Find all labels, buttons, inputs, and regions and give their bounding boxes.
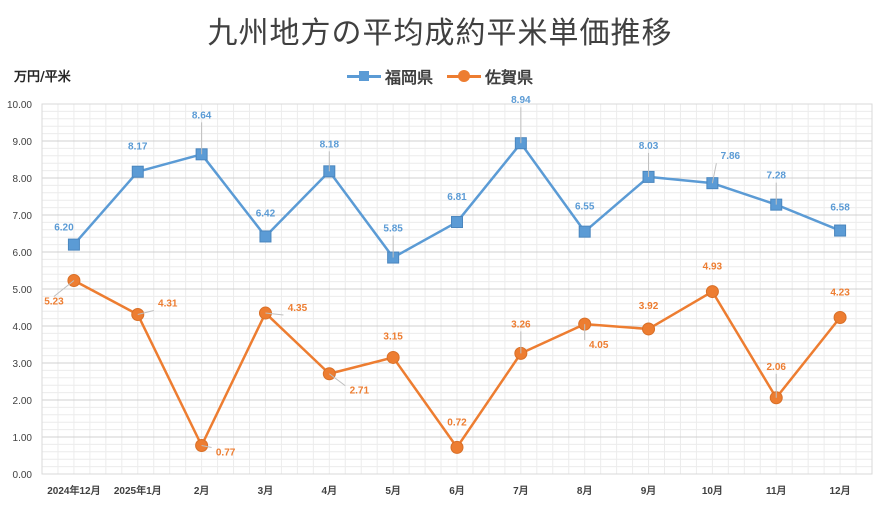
data-label-saga: 0.77 bbox=[216, 448, 236, 459]
data-label-saga: 4.23 bbox=[830, 287, 850, 298]
x-tick-label: 8月 bbox=[577, 485, 593, 497]
x-tick-label: 2024年12月 bbox=[47, 484, 100, 497]
data-label-saga: 3.15 bbox=[383, 331, 403, 342]
data-label-fukuoka: 7.86 bbox=[721, 151, 741, 162]
plot-area-border bbox=[41, 103, 873, 475]
legend-label-saga: 佐賀県 bbox=[485, 68, 534, 87]
data-label-fukuoka: 6.20 bbox=[54, 223, 74, 234]
legend-circle-marker-icon bbox=[447, 69, 481, 83]
x-tick-label: 12月 bbox=[830, 485, 851, 497]
data-label-saga: 2.71 bbox=[350, 386, 370, 397]
x-tick-label: 6月 bbox=[449, 485, 465, 497]
data-point-fukuoka bbox=[67, 238, 80, 251]
data-label-saga: 4.31 bbox=[158, 299, 178, 310]
data-label-fukuoka: 6.55 bbox=[575, 202, 595, 213]
x-tick-label: 11月 bbox=[766, 485, 787, 497]
data-point-fukuoka bbox=[451, 216, 463, 229]
data-point-saga bbox=[642, 322, 656, 336]
data-label-fukuoka: 7.28 bbox=[766, 171, 786, 182]
data-label-saga: 4.35 bbox=[288, 303, 308, 314]
data-label-leader-line bbox=[329, 373, 346, 387]
data-label-saga: 4.05 bbox=[589, 340, 609, 351]
y-tick-label: 4.00 bbox=[13, 322, 33, 333]
data-label-fukuoka: 5.85 bbox=[383, 224, 403, 235]
y-tick-label: 8.00 bbox=[13, 174, 33, 185]
data-label-saga: 5.23 bbox=[44, 296, 64, 307]
legend-item-saga: 佐賀県 bbox=[447, 64, 533, 88]
data-label-leader-line bbox=[53, 280, 75, 297]
x-tick-label: 2025年1月 bbox=[114, 484, 162, 497]
data-label-fukuoka: 6.81 bbox=[447, 192, 467, 203]
legend-item-fukuoka: 福岡県 bbox=[346, 64, 433, 88]
y-tick-label: 7.00 bbox=[13, 211, 33, 222]
data-point-fukuoka bbox=[131, 165, 144, 178]
data-point-saga bbox=[833, 310, 847, 324]
legend-circle-saga bbox=[458, 70, 470, 82]
x-tick-label: 9月 bbox=[641, 485, 657, 497]
data-point-fukuoka bbox=[259, 230, 272, 243]
data-label-saga: 0.72 bbox=[447, 417, 467, 428]
data-label-fukuoka: 8.03 bbox=[639, 141, 659, 152]
data-label-fukuoka: 8.64 bbox=[192, 110, 212, 121]
data-label-fukuoka: 6.42 bbox=[256, 208, 276, 219]
y-tick-label: 1.00 bbox=[13, 433, 33, 444]
data-point-fukuoka bbox=[578, 225, 591, 238]
data-label-saga: 4.93 bbox=[703, 262, 723, 273]
legend-label-fukuoka: 福岡県 bbox=[384, 68, 433, 87]
y-tick-label: 2.00 bbox=[13, 396, 33, 407]
data-label-fukuoka: 8.18 bbox=[320, 139, 340, 150]
data-label-leader-line bbox=[711, 163, 717, 184]
y-tick-label: 5.00 bbox=[13, 285, 33, 296]
data-label-saga: 3.26 bbox=[511, 319, 531, 330]
data-point-saga bbox=[386, 350, 400, 364]
x-tick-label: 10月 bbox=[702, 485, 723, 497]
data-point-saga bbox=[705, 285, 719, 299]
x-tick-label: 7月 bbox=[513, 485, 529, 497]
data-label-leader-line bbox=[137, 310, 154, 316]
legend-square-marker-icon bbox=[346, 69, 381, 83]
y-axis-unit-label: 万円/平米 bbox=[14, 70, 71, 85]
data-point-fukuoka bbox=[834, 224, 847, 237]
data-label-fukuoka: 6.58 bbox=[830, 203, 850, 214]
x-tick-label: 2月 bbox=[194, 485, 210, 497]
data-label-fukuoka: 8.17 bbox=[128, 142, 148, 153]
y-tick-label: 3.00 bbox=[13, 359, 33, 370]
chart-title: 九州地方の平均成約平米単価推移 bbox=[207, 16, 673, 51]
data-label-saga: 3.92 bbox=[639, 301, 659, 312]
legend: 福岡県 佐賀県 bbox=[0, 64, 880, 88]
data-label-saga: 2.06 bbox=[766, 362, 786, 373]
x-tick-label: 3月 bbox=[258, 485, 274, 497]
y-tick-label: 6.00 bbox=[13, 248, 33, 259]
data-label-leader-line bbox=[201, 445, 212, 449]
legend-square-fukuoka bbox=[358, 71, 369, 81]
data-label-leader-line bbox=[265, 312, 284, 316]
data-point-saga bbox=[450, 440, 464, 454]
y-tick-label: 0.00 bbox=[13, 470, 33, 481]
x-tick-label: 5月 bbox=[385, 485, 401, 497]
x-tick-label: 4月 bbox=[322, 485, 338, 497]
y-tick-label: 9.00 bbox=[13, 137, 33, 148]
data-label-fukuoka: 8.94 bbox=[511, 95, 531, 106]
y-tick-label: 10.00 bbox=[7, 100, 32, 111]
